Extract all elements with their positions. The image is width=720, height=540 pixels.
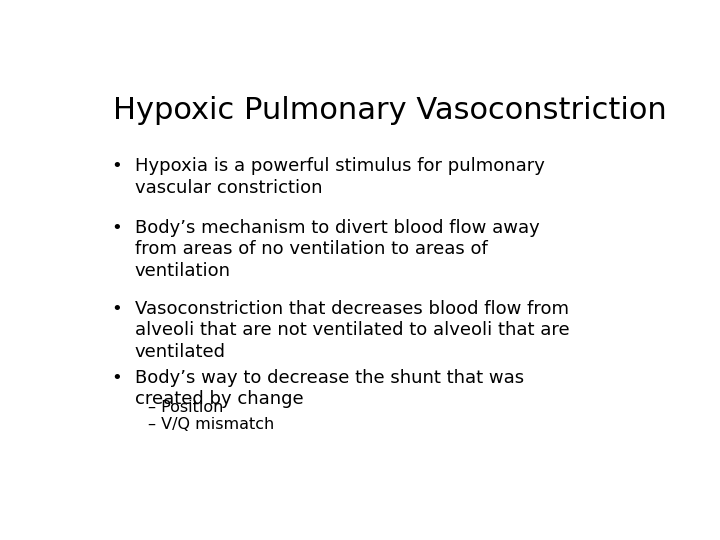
Text: •: • [112,219,122,237]
Text: •: • [112,157,122,175]
Text: – V/Q mismatch: – V/Q mismatch [148,417,274,431]
Text: Vasoconstriction that decreases blood flow from
alveoli that are not ventilated : Vasoconstriction that decreases blood fl… [135,300,570,361]
Text: Body’s mechanism to divert blood flow away
from areas of no ventilation to areas: Body’s mechanism to divert blood flow aw… [135,219,540,280]
Text: •: • [112,300,122,318]
Text: Body’s way to decrease the shunt that was
created by change: Body’s way to decrease the shunt that wa… [135,369,524,408]
Text: •: • [112,369,122,387]
Text: Hypoxia is a powerful stimulus for pulmonary
vascular constriction: Hypoxia is a powerful stimulus for pulmo… [135,157,545,197]
Text: – Position: – Position [148,400,223,415]
Text: Hypoxic Pulmonary Vasoconstriction: Hypoxic Pulmonary Vasoconstriction [113,96,667,125]
